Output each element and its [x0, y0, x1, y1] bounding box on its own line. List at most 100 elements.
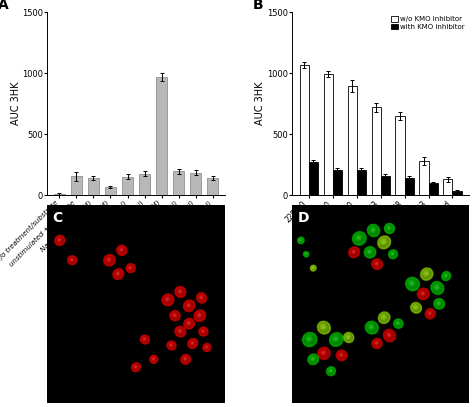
Ellipse shape: [131, 362, 141, 372]
Ellipse shape: [175, 326, 186, 337]
Ellipse shape: [175, 287, 186, 298]
Bar: [324, 74, 333, 195]
Ellipse shape: [421, 268, 433, 280]
Ellipse shape: [433, 298, 445, 309]
Ellipse shape: [370, 326, 373, 328]
Ellipse shape: [334, 337, 337, 340]
Ellipse shape: [177, 328, 182, 333]
Ellipse shape: [431, 282, 444, 294]
Ellipse shape: [170, 311, 180, 321]
Bar: [71, 176, 82, 195]
Ellipse shape: [353, 251, 355, 253]
Ellipse shape: [405, 277, 420, 291]
Ellipse shape: [384, 223, 395, 234]
Ellipse shape: [388, 227, 390, 229]
Ellipse shape: [173, 314, 175, 316]
Ellipse shape: [119, 247, 123, 252]
Ellipse shape: [199, 327, 208, 336]
Ellipse shape: [391, 252, 394, 256]
Ellipse shape: [312, 267, 314, 269]
Ellipse shape: [381, 314, 386, 319]
Ellipse shape: [57, 237, 61, 242]
Ellipse shape: [167, 341, 176, 350]
Ellipse shape: [190, 341, 194, 345]
Ellipse shape: [153, 358, 154, 360]
Ellipse shape: [179, 330, 181, 332]
Ellipse shape: [205, 345, 208, 349]
Ellipse shape: [197, 293, 207, 303]
Ellipse shape: [199, 327, 208, 336]
Legend: w/o KMO inhibitor, with KMO inhibitor: w/o KMO inhibitor, with KMO inhibitor: [390, 16, 466, 31]
Ellipse shape: [151, 357, 155, 361]
X-axis label: [PMA] (nM): [PMA] (nM): [354, 243, 408, 253]
Ellipse shape: [317, 321, 331, 335]
Ellipse shape: [194, 310, 206, 322]
Ellipse shape: [420, 291, 425, 295]
Ellipse shape: [169, 343, 173, 347]
Ellipse shape: [317, 347, 330, 360]
Ellipse shape: [174, 326, 186, 337]
Ellipse shape: [150, 355, 158, 363]
Text: A: A: [0, 0, 9, 11]
Ellipse shape: [425, 308, 436, 319]
Ellipse shape: [203, 344, 211, 351]
Ellipse shape: [388, 334, 390, 336]
Bar: [419, 161, 428, 195]
Ellipse shape: [423, 271, 428, 276]
Bar: [207, 178, 218, 195]
Ellipse shape: [365, 247, 376, 258]
Ellipse shape: [393, 319, 403, 329]
Ellipse shape: [144, 338, 146, 340]
Ellipse shape: [375, 342, 378, 344]
Ellipse shape: [377, 236, 391, 249]
Y-axis label: AUC 3HK: AUC 3HK: [255, 82, 265, 125]
Ellipse shape: [299, 239, 302, 241]
Ellipse shape: [170, 310, 181, 321]
Ellipse shape: [384, 223, 394, 234]
Ellipse shape: [364, 246, 376, 258]
Ellipse shape: [366, 249, 372, 254]
Ellipse shape: [126, 264, 135, 273]
Ellipse shape: [430, 281, 444, 295]
Ellipse shape: [337, 350, 347, 361]
Ellipse shape: [375, 263, 378, 265]
Ellipse shape: [196, 292, 207, 303]
Bar: [173, 171, 184, 195]
Ellipse shape: [409, 280, 415, 286]
Ellipse shape: [386, 332, 391, 337]
Ellipse shape: [320, 324, 326, 330]
Bar: [395, 116, 405, 195]
Ellipse shape: [330, 333, 343, 346]
Ellipse shape: [199, 295, 203, 300]
Ellipse shape: [368, 251, 371, 253]
Bar: [333, 170, 342, 195]
Ellipse shape: [378, 236, 391, 249]
Ellipse shape: [406, 278, 419, 291]
Ellipse shape: [425, 309, 435, 319]
Ellipse shape: [326, 366, 336, 376]
Ellipse shape: [71, 259, 73, 260]
Ellipse shape: [367, 224, 380, 237]
Ellipse shape: [352, 231, 367, 246]
Bar: [428, 183, 438, 195]
Ellipse shape: [58, 239, 60, 241]
Ellipse shape: [166, 341, 176, 350]
Ellipse shape: [413, 305, 418, 309]
Bar: [190, 173, 201, 195]
Ellipse shape: [322, 326, 325, 328]
Bar: [139, 174, 150, 195]
Ellipse shape: [126, 263, 136, 273]
Ellipse shape: [338, 352, 343, 357]
Ellipse shape: [68, 256, 77, 265]
Bar: [356, 170, 366, 195]
Ellipse shape: [320, 350, 326, 355]
Text: C: C: [53, 211, 63, 225]
Ellipse shape: [445, 275, 447, 276]
Ellipse shape: [332, 335, 338, 341]
Ellipse shape: [303, 333, 317, 346]
Ellipse shape: [421, 292, 424, 295]
Ellipse shape: [336, 350, 347, 361]
Ellipse shape: [183, 357, 187, 361]
Ellipse shape: [179, 290, 181, 293]
Ellipse shape: [194, 310, 205, 321]
